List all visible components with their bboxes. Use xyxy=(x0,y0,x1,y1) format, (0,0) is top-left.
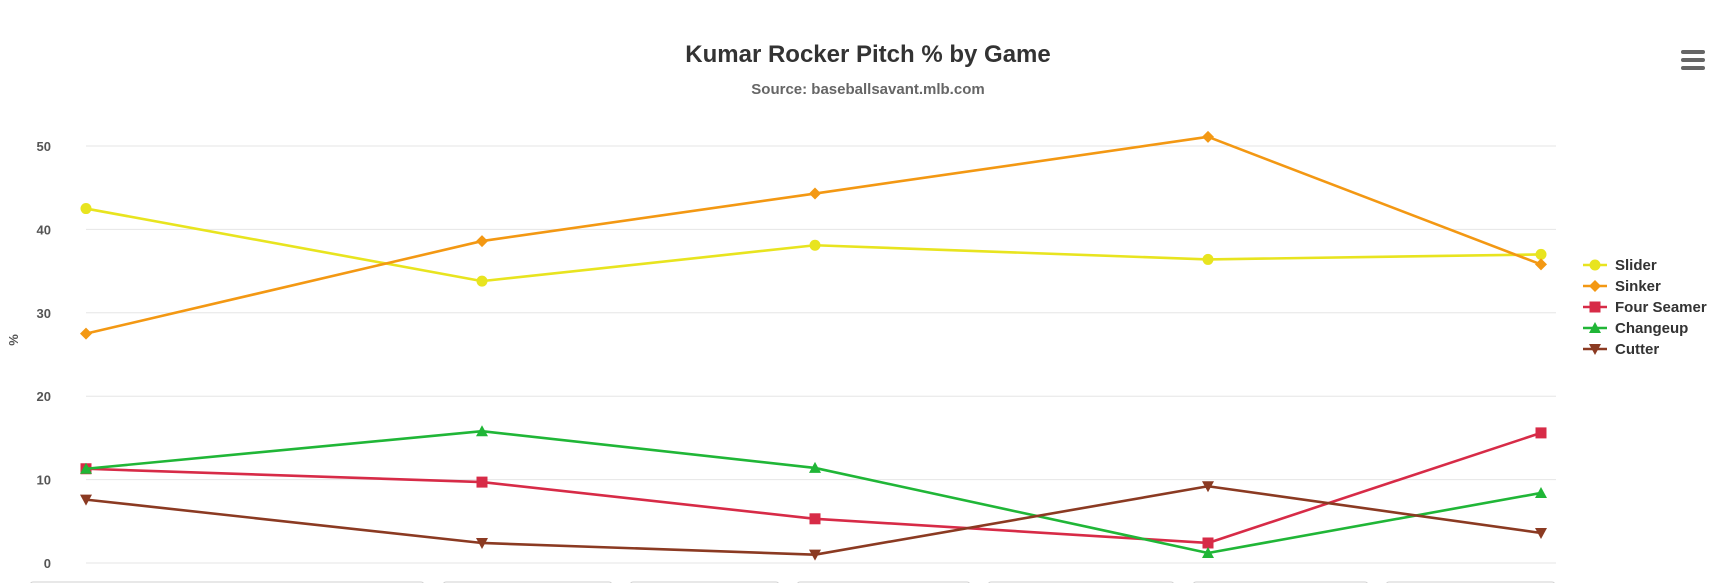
series-cutter xyxy=(80,481,1547,561)
y-tick-label: 30 xyxy=(37,306,51,321)
data-point-slider xyxy=(809,239,821,251)
data-point-changeup xyxy=(1535,486,1547,498)
legend-label: Cutter xyxy=(1615,341,1659,358)
data-point-sinker xyxy=(809,187,821,200)
data-point-four-seamer xyxy=(476,476,488,488)
series-group xyxy=(80,130,1547,561)
legend-marker xyxy=(1589,322,1601,333)
data-point-slider xyxy=(1202,253,1214,265)
series-line-four-seamer xyxy=(84,431,1543,545)
data-point-slider xyxy=(1535,248,1547,260)
y-axis-ticks: 0 10 20 30 40 50 xyxy=(37,139,51,571)
legend-marker xyxy=(1589,280,1601,292)
data-point-four-seamer xyxy=(1535,427,1547,439)
y-axis-label: % xyxy=(6,334,21,346)
legend-label: Sinker xyxy=(1615,278,1661,295)
y-tick-label: 50 xyxy=(37,139,51,154)
data-point-changeup xyxy=(80,462,92,474)
legend-item-four-seamer[interactable]: Four Seamer xyxy=(1583,299,1707,316)
legend-marker xyxy=(1589,259,1601,271)
grid-lines xyxy=(86,145,1556,564)
series-slider xyxy=(80,203,1547,287)
data-point-changeup xyxy=(476,425,488,437)
legend-label: Slider xyxy=(1615,257,1657,274)
series-line-changeup xyxy=(84,429,1543,555)
data-point-four-seamer xyxy=(1202,537,1214,549)
y-tick-label: 20 xyxy=(37,389,51,404)
series-changeup xyxy=(80,425,1547,558)
legend: Slider Sinker Four Seamer Changeup Cutter xyxy=(1583,257,1707,358)
data-point-cutter xyxy=(476,537,488,549)
chart-menu-button[interactable] xyxy=(1677,44,1711,76)
legend-marker xyxy=(1589,301,1601,313)
data-point-cutter xyxy=(1202,481,1214,493)
legend-label: Changeup xyxy=(1615,320,1688,337)
legend-item-sinker[interactable]: Sinker xyxy=(1583,278,1661,295)
chart-title: Kumar Rocker Pitch % by Game xyxy=(685,41,1050,68)
data-point-sinker xyxy=(1202,130,1214,143)
data-point-cutter xyxy=(80,494,92,506)
legend-item-cutter[interactable]: Cutter xyxy=(1583,341,1659,358)
data-point-sinker xyxy=(476,235,488,248)
chart-subtitle: Source: baseballsavant.mlb.com xyxy=(751,81,984,98)
data-point-slider xyxy=(476,275,488,287)
series-line-sinker xyxy=(84,135,1543,335)
data-point-four-seamer xyxy=(809,513,821,525)
y-tick-label: 40 xyxy=(37,222,51,237)
legend-item-slider[interactable]: Slider xyxy=(1583,257,1657,274)
data-point-sinker xyxy=(1535,258,1547,271)
legend-label: Four Seamer xyxy=(1615,299,1707,316)
legend-item-changeup[interactable]: Changeup xyxy=(1583,320,1688,337)
data-point-cutter xyxy=(809,549,821,561)
data-point-sinker xyxy=(80,327,92,340)
series-sinker xyxy=(80,130,1547,340)
legend-marker xyxy=(1589,344,1601,355)
hamburger-menu-icon xyxy=(1681,50,1705,70)
data-point-changeup xyxy=(1202,546,1214,558)
data-point-slider xyxy=(80,203,92,215)
y-tick-label: 0 xyxy=(44,556,51,571)
data-point-changeup xyxy=(809,461,821,473)
data-point-cutter xyxy=(1535,527,1547,539)
y-tick-label: 10 xyxy=(37,473,51,488)
